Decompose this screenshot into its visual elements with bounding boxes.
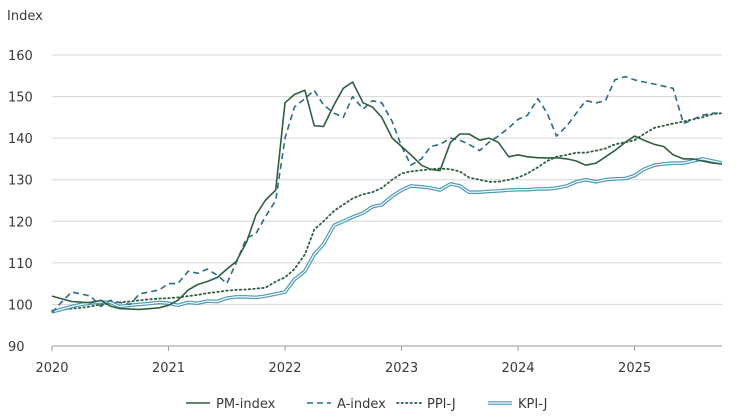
y-tick-label: 130: [8, 174, 33, 189]
series-line-pm-index: [51, 81, 723, 311]
series-lines: [51, 75, 723, 314]
x-tick-label: 2020: [35, 361, 68, 376]
x-axis-ticks: 2020 2021 2022 2023 2024 2025: [35, 345, 722, 376]
legend-label: PPI-J: [427, 397, 456, 412]
y-tick-label: 120: [8, 215, 33, 230]
x-tick-label: 2025: [618, 361, 651, 376]
y-tick-label: 100: [8, 298, 33, 313]
y-tick-label: 110: [8, 257, 33, 272]
y-axis-label: Index: [7, 9, 43, 24]
legend-label: KPI-J: [518, 397, 547, 412]
y-tick-label: 160: [8, 49, 33, 64]
series-line-kpi-j-inner: [51, 158, 723, 313]
series-line-a-index: [51, 75, 722, 314]
y-tick-label: 140: [8, 132, 33, 147]
x-tick-label: 2021: [152, 361, 185, 376]
series-line-ppi-j: [51, 112, 723, 312]
x-tick-label: 2022: [268, 361, 301, 376]
y-tick-label: 150: [8, 91, 33, 106]
legend-label: A-index: [337, 397, 386, 412]
y-tick-label: 90: [8, 340, 25, 355]
x-tick-label: 2024: [502, 361, 535, 376]
x-tick-label: 2023: [385, 361, 418, 376]
legend-label: PM-index: [216, 397, 276, 412]
legend: PM-index A-index PPI-J KPI-J: [186, 397, 547, 412]
y-axis-ticks: 90 100 110 120 130 140 150 160: [8, 49, 33, 355]
series-line-kpi-j: [51, 157, 723, 314]
